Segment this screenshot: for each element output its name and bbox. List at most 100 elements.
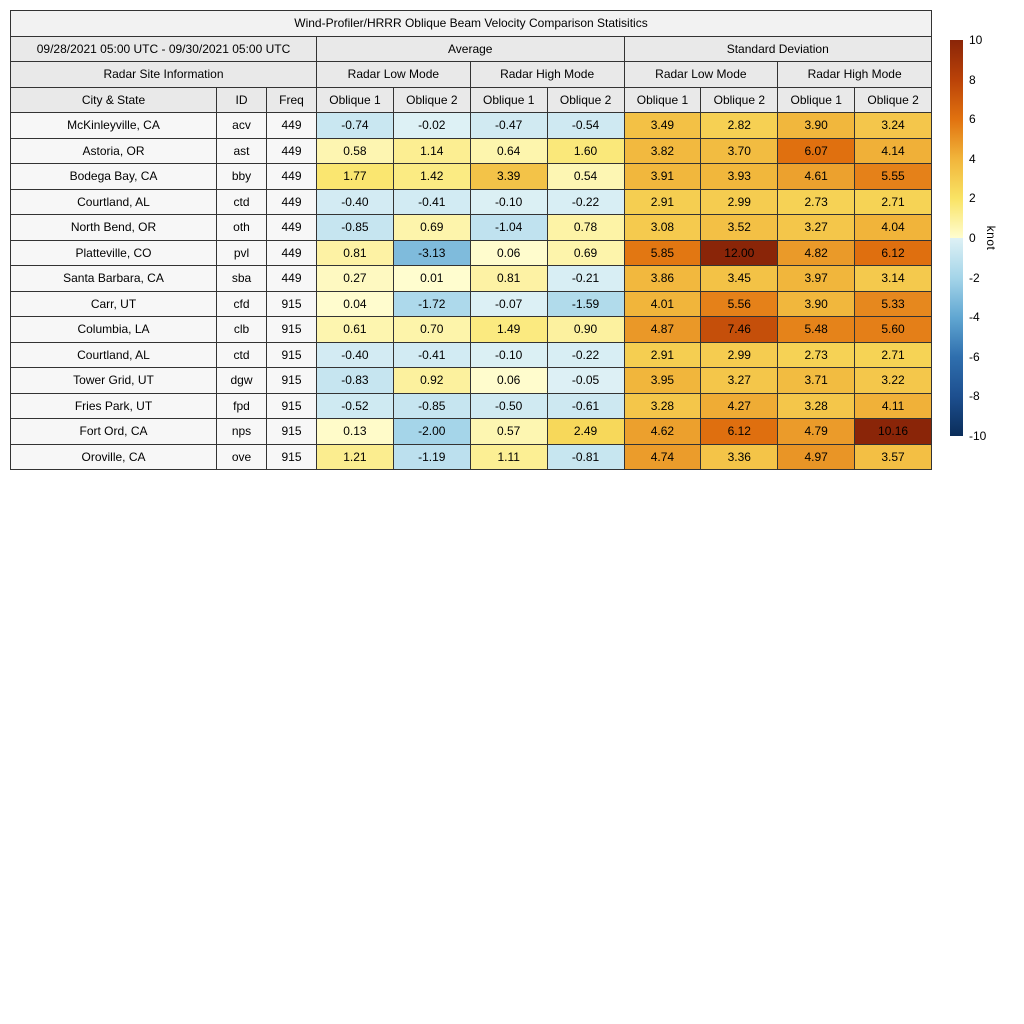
value-cell: 0.81 xyxy=(317,240,394,266)
value-cell: 1.21 xyxy=(317,444,394,470)
value-cell: 4.01 xyxy=(624,291,702,317)
freq-cell: 915 xyxy=(267,419,317,445)
value-cell: 2.73 xyxy=(778,342,856,368)
value-cell: -0.74 xyxy=(317,113,394,139)
value-cell: -0.10 xyxy=(470,189,548,215)
city-cell: Platteville, CO xyxy=(11,240,217,266)
value-cell: 5.56 xyxy=(701,291,779,317)
column-header-id: ID xyxy=(217,87,267,113)
value-cell: 0.70 xyxy=(393,317,471,343)
value-cell: -1.72 xyxy=(393,291,471,317)
date-range: 09/28/2021 05:00 UTC - 09/30/2021 05:00 … xyxy=(11,36,317,62)
freq-cell: 915 xyxy=(267,368,317,394)
value-cell: 2.71 xyxy=(855,189,932,215)
city-cell: Fries Park, UT xyxy=(11,393,217,419)
value-cell: 5.85 xyxy=(624,240,702,266)
city-cell: Courtland, AL xyxy=(11,342,217,368)
value-cell: 3.27 xyxy=(701,368,779,394)
value-cell: 3.08 xyxy=(624,215,702,241)
colorbar-tick-label: -10 xyxy=(969,429,987,443)
value-cell: -0.40 xyxy=(317,342,394,368)
id-cell: ast xyxy=(217,138,267,164)
id-cell: ctd xyxy=(217,189,267,215)
value-cell: -0.41 xyxy=(393,189,471,215)
value-cell: -2.00 xyxy=(393,419,471,445)
value-cell: -0.50 xyxy=(470,393,548,419)
value-cell: 3.36 xyxy=(701,444,779,470)
value-cell: -0.21 xyxy=(547,266,625,292)
column-header-freq: Freq xyxy=(267,87,317,113)
freq-cell: 449 xyxy=(267,189,317,215)
value-cell: 3.28 xyxy=(624,393,702,419)
value-cell: 2.91 xyxy=(624,342,702,368)
table-title: Wind-Profiler/HRRR Oblique Beam Velocity… xyxy=(11,11,932,37)
value-cell: -1.04 xyxy=(470,215,548,241)
value-cell: 1.60 xyxy=(547,138,625,164)
value-cell: -0.22 xyxy=(547,342,625,368)
value-cell: 1.49 xyxy=(470,317,548,343)
value-cell: 4.79 xyxy=(778,419,856,445)
value-cell: 2.82 xyxy=(701,113,779,139)
value-cell: 3.86 xyxy=(624,266,702,292)
group-header-average: Average xyxy=(317,36,625,62)
id-cell: dgw xyxy=(217,368,267,394)
id-cell: oth xyxy=(217,215,267,241)
city-cell: Fort Ord, CA xyxy=(11,419,217,445)
column-header-oblique: Oblique 1 xyxy=(778,87,856,113)
value-cell: 2.71 xyxy=(855,342,932,368)
value-cell: 3.45 xyxy=(701,266,779,292)
value-cell: 12.00 xyxy=(701,240,779,266)
value-cell: 0.61 xyxy=(317,317,394,343)
value-cell: 0.27 xyxy=(317,266,394,292)
value-cell: 3.28 xyxy=(778,393,856,419)
colorbar-tick-label: 10 xyxy=(969,33,983,47)
id-cell: ove xyxy=(217,444,267,470)
value-cell: 3.14 xyxy=(855,266,932,292)
value-cell: 6.12 xyxy=(855,240,932,266)
column-header-oblique: Oblique 1 xyxy=(470,87,548,113)
value-cell: 3.57 xyxy=(855,444,932,470)
column-header-oblique: Oblique 1 xyxy=(317,87,394,113)
value-cell: -0.10 xyxy=(470,342,548,368)
value-cell: 5.55 xyxy=(855,164,932,190)
city-cell: Carr, UT xyxy=(11,291,217,317)
value-cell: 0.69 xyxy=(547,240,625,266)
mode-header-avg-high: Radar High Mode xyxy=(470,62,625,88)
city-cell: Oroville, CA xyxy=(11,444,217,470)
value-cell: 1.11 xyxy=(470,444,548,470)
city-cell: Courtland, AL xyxy=(11,189,217,215)
value-cell: 0.69 xyxy=(393,215,471,241)
value-cell: 3.24 xyxy=(855,113,932,139)
value-cell: -0.83 xyxy=(317,368,394,394)
city-cell: Santa Barbara, CA xyxy=(11,266,217,292)
column-header-oblique: Oblique 2 xyxy=(547,87,625,113)
value-cell: -0.81 xyxy=(547,444,625,470)
value-cell: -0.41 xyxy=(393,342,471,368)
value-cell: 0.06 xyxy=(470,368,548,394)
mode-header-std-low: Radar Low Mode xyxy=(624,62,779,88)
value-cell: 10.16 xyxy=(855,419,932,445)
value-cell: 2.73 xyxy=(778,189,856,215)
value-cell: 1.77 xyxy=(317,164,394,190)
city-cell: Columbia, LA xyxy=(11,317,217,343)
colorbar-tick-label: 2 xyxy=(969,191,976,206)
value-cell: 3.22 xyxy=(855,368,932,394)
freq-cell: 915 xyxy=(267,342,317,368)
city-cell: Bodega Bay, CA xyxy=(11,164,217,190)
value-cell: 3.93 xyxy=(701,164,779,190)
colorbar-tick-label: -2 xyxy=(969,270,980,285)
freq-cell: 915 xyxy=(267,291,317,317)
id-cell: bby xyxy=(217,164,267,190)
value-cell: -0.22 xyxy=(547,189,625,215)
value-cell: 0.06 xyxy=(470,240,548,266)
id-cell: pvl xyxy=(217,240,267,266)
value-cell: -0.52 xyxy=(317,393,394,419)
site-info-header: Radar Site Information xyxy=(11,62,317,88)
value-cell: 0.92 xyxy=(393,368,471,394)
value-cell: -0.47 xyxy=(470,113,548,139)
freq-cell: 449 xyxy=(267,164,317,190)
colorbar-tick-label: 4 xyxy=(969,151,976,166)
value-cell: 3.70 xyxy=(701,138,779,164)
value-cell: 1.42 xyxy=(393,164,471,190)
id-cell: sba xyxy=(217,266,267,292)
